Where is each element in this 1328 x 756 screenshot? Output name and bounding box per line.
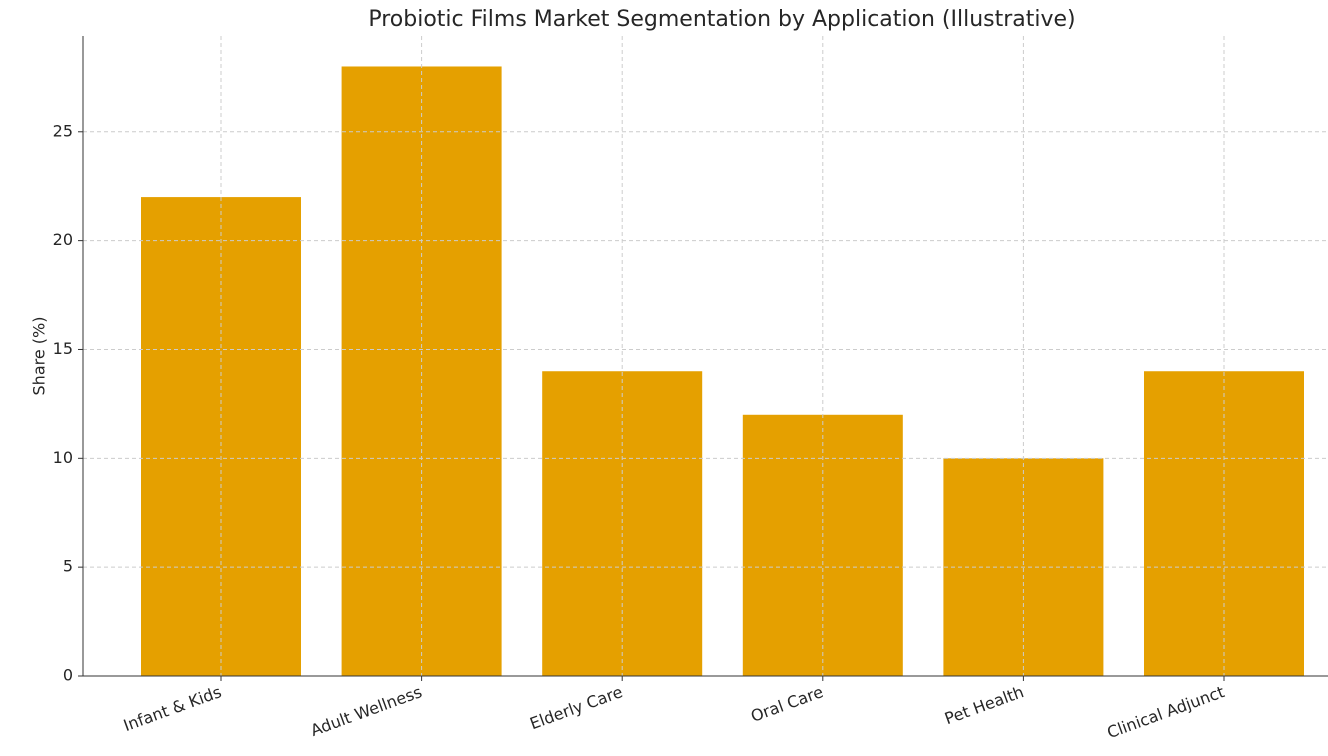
bars — [141, 66, 1304, 676]
y-tick-label: 25 — [53, 121, 73, 140]
x-tick-label: Infant & Kids — [121, 682, 224, 735]
y-tick-label: 0 — [63, 666, 73, 685]
x-tick-label: Adult Wellness — [308, 682, 424, 740]
x-tick-label: Pet Health — [942, 682, 1026, 728]
chart-title: Probiotic Films Market Segmentation by A… — [368, 7, 1075, 32]
y-tick-label: 5 — [63, 557, 73, 576]
x-tick-label: Oral Care — [748, 682, 826, 726]
x-tick-label: Elderly Care — [527, 682, 625, 733]
y-tick-label: 20 — [53, 230, 73, 249]
y-tick-label: 15 — [53, 339, 73, 358]
x-tick-label: Clinical Adjunct — [1104, 682, 1226, 742]
bar — [742, 414, 903, 676]
y-axis-label: Share (%) — [30, 317, 49, 396]
y-tick-label: 10 — [53, 448, 73, 467]
bar — [341, 66, 502, 676]
